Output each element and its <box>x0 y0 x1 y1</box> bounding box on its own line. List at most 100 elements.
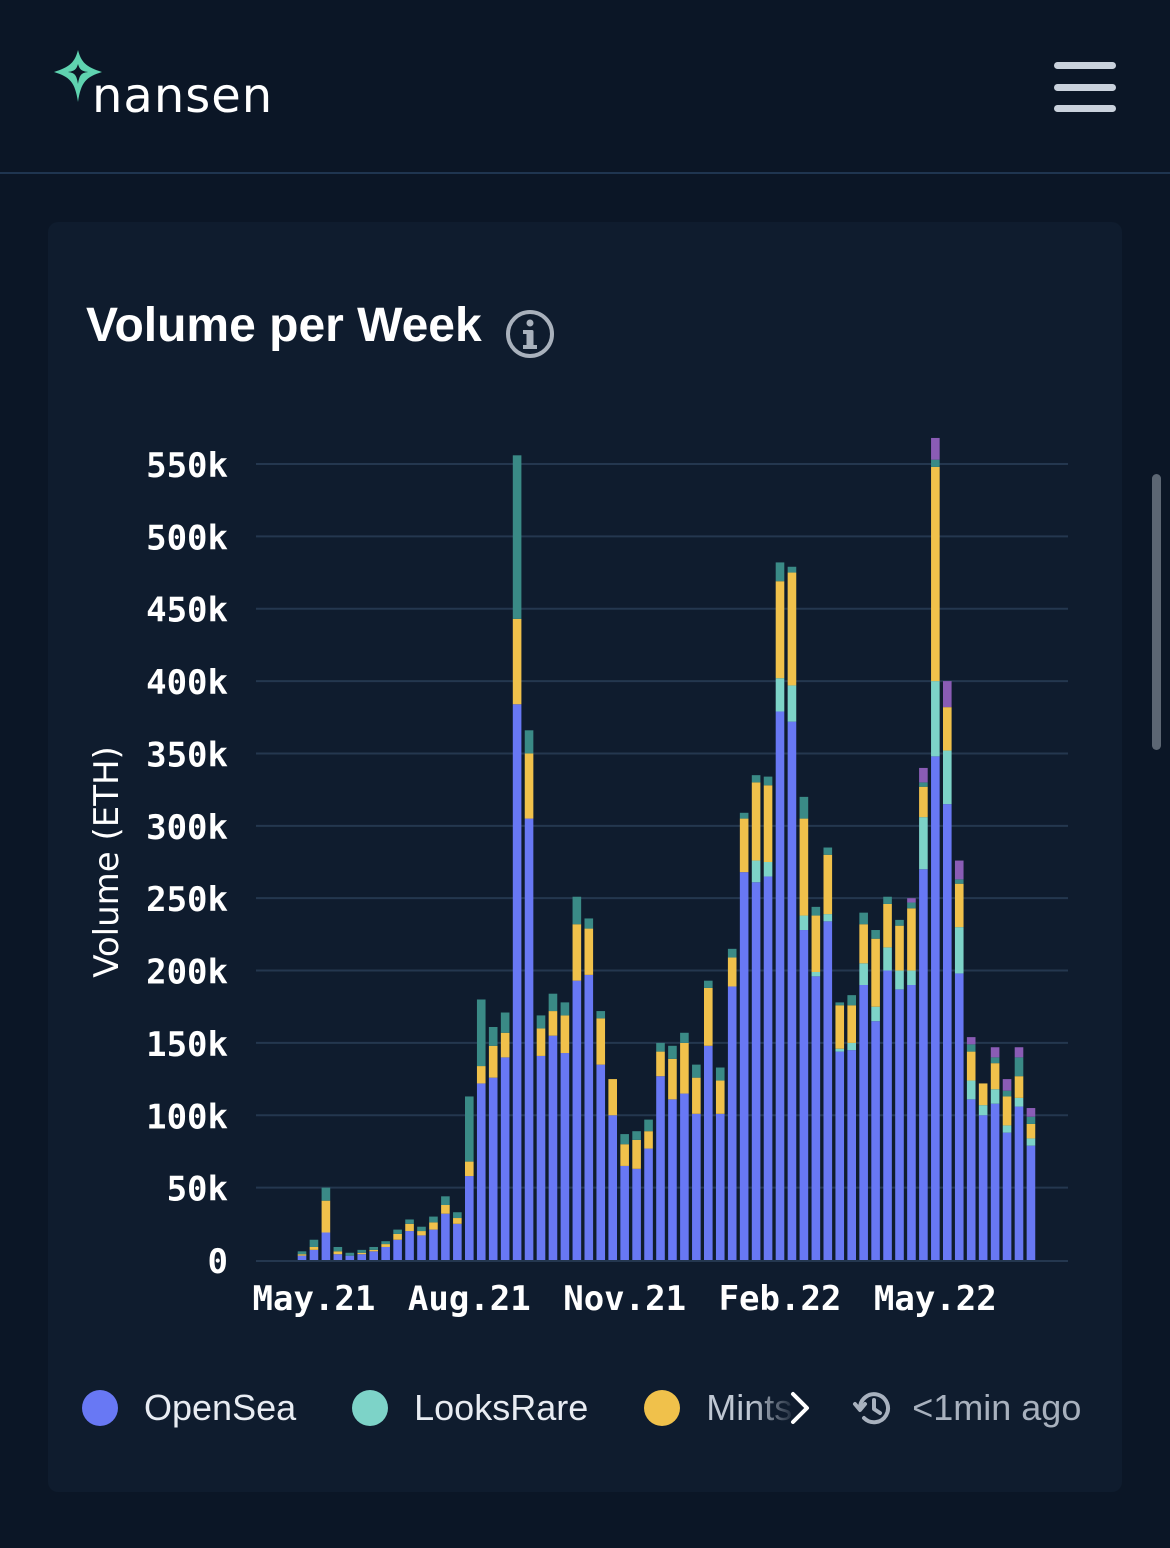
bar-segment-other <box>775 562 785 582</box>
bar-segment-other <box>907 902 916 909</box>
bar-segment-looksrare <box>978 1105 988 1116</box>
legend-swatch-looksrare <box>352 1390 389 1426</box>
bar-segment-looksrare <box>883 947 892 971</box>
bar-segment-opensea <box>668 1099 677 1260</box>
updated-text: <1min ago <box>912 1387 1082 1428</box>
bar-segment-other-2 <box>931 437 940 460</box>
legend-item-opensea[interactable]: OpenSea <box>82 1387 296 1429</box>
info-icon[interactable] <box>504 308 556 360</box>
bar-segment-looksrare <box>931 681 940 757</box>
bar-segment-other-2 <box>919 767 928 783</box>
bar-segment-looksrare <box>799 915 809 931</box>
brand-name: nansen <box>92 68 274 124</box>
bar-segment-looksrare <box>871 1006 880 1022</box>
bar-segment-other-2 <box>954 860 964 880</box>
bar-segment-opensea <box>345 1255 355 1260</box>
bar-segment-opensea <box>847 1050 856 1260</box>
bar-segment-mints <box>787 572 797 686</box>
bar-segment-mints <box>954 883 964 928</box>
y-tick-label: 200k <box>146 953 228 993</box>
bar-segment-mints <box>775 581 785 679</box>
bar-segment-other <box>572 896 582 925</box>
history-clock-icon <box>853 1392 891 1425</box>
y-tick-label: 150k <box>146 1025 228 1065</box>
bar-segment-mints <box>919 786 928 818</box>
bar-segment-mints <box>620 1144 629 1166</box>
bar-segment-opensea <box>476 1083 486 1260</box>
bar-segment-opensea <box>596 1064 606 1260</box>
bar-segment-mints <box>476 1066 486 1084</box>
bar-segment-mints <box>453 1218 462 1224</box>
bar-segment-looksrare <box>1026 1138 1036 1146</box>
bar-segment-mints <box>321 1200 331 1233</box>
bar-segment-opensea <box>835 1051 845 1260</box>
card-title: Volume per Week <box>86 299 482 352</box>
bar-segment-mints <box>381 1244 390 1247</box>
bar-segment-opensea <box>907 985 916 1260</box>
bar-segment-mints <box>907 908 916 971</box>
bar-segment-mints <box>835 1005 845 1049</box>
x-tick-label: May.22 <box>874 1279 997 1319</box>
bar-segment-opensea <box>488 1077 498 1260</box>
bar-segment-opensea <box>357 1254 367 1260</box>
bar-segment-looksrare <box>919 817 928 870</box>
bar-segment-looksrare <box>954 927 964 974</box>
bar-segment-opensea <box>560 1053 570 1260</box>
bar-segment-other <box>333 1246 343 1252</box>
bar-segment-other <box>476 999 486 1067</box>
last-updated: <1min ago <box>852 1387 1081 1429</box>
bar-segment-mints <box>895 925 904 971</box>
bar-segment-mints <box>727 957 737 987</box>
bar-segment-opensea <box>954 973 964 1260</box>
y-tick-label: 300k <box>146 808 228 848</box>
legend-swatch-mints <box>644 1390 681 1426</box>
bar-segment-mints <box>405 1223 414 1232</box>
bar-segment-mints <box>871 938 880 1007</box>
bar-segment-mints <box>751 782 761 861</box>
legend-item-mints[interactable]: Mints <box>644 1387 792 1429</box>
bar-segment-mints <box>680 1042 689 1094</box>
x-tick-label: Feb.22 <box>719 1279 842 1319</box>
bar-segment-other <box>596 1011 606 1019</box>
bar-segment-other <box>488 1026 498 1046</box>
bar-segment-opensea <box>632 1168 641 1260</box>
bar-segment-opensea <box>799 930 809 1260</box>
bar-segment-other <box>465 1096 474 1162</box>
x-tick-label: Aug.21 <box>408 1279 531 1319</box>
bar-segment-opensea <box>811 976 821 1260</box>
bar-segment-looksrare <box>1014 1097 1024 1107</box>
bar-segment-opensea <box>584 974 594 1260</box>
bar-segment-mints <box>369 1249 378 1252</box>
bar-segment-opensea <box>524 818 534 1260</box>
bar-segment-mints <box>560 1015 570 1054</box>
bar-segment-other <box>823 847 833 855</box>
nansen-star-icon <box>54 50 102 102</box>
bar-segment-opensea <box>704 1045 713 1260</box>
bar-segment-other <box>1026 1116 1036 1124</box>
bar-segment-looksrare <box>907 970 916 986</box>
bar-segment-mints <box>524 753 534 819</box>
nansen-logo[interactable]: nansen <box>50 48 273 128</box>
bar-segment-other <box>584 918 594 929</box>
bar-segment-other-2 <box>1026 1108 1036 1117</box>
bar-segment-mints <box>632 1139 641 1169</box>
bar-segment-other <box>429 1216 438 1223</box>
bar-segment-mints <box>1014 1076 1024 1098</box>
bar-segment-opensea <box>871 1021 880 1260</box>
hamburger-menu-icon[interactable] <box>1054 62 1116 112</box>
bar-segment-other <box>692 1064 701 1078</box>
bar-segment-mints <box>715 1080 725 1114</box>
bar-segment-mints <box>393 1233 402 1240</box>
bar-segment-looksrare <box>847 1042 856 1051</box>
bar-segment-other <box>763 776 773 786</box>
bar-segment-mints <box>823 854 833 915</box>
legend-item-looksrare[interactable]: LooksRare <box>352 1387 588 1429</box>
bar-segment-opensea <box>763 876 773 1260</box>
bar-segment-mints <box>512 618 522 705</box>
scrollbar[interactable] <box>1152 474 1161 750</box>
bar-segment-mints <box>811 915 821 972</box>
bar-segment-mints <box>584 928 594 975</box>
chevron-right-icon[interactable] <box>788 1390 812 1426</box>
bar-segment-opensea <box>883 970 892 1260</box>
bar-segment-opensea <box>417 1235 426 1260</box>
